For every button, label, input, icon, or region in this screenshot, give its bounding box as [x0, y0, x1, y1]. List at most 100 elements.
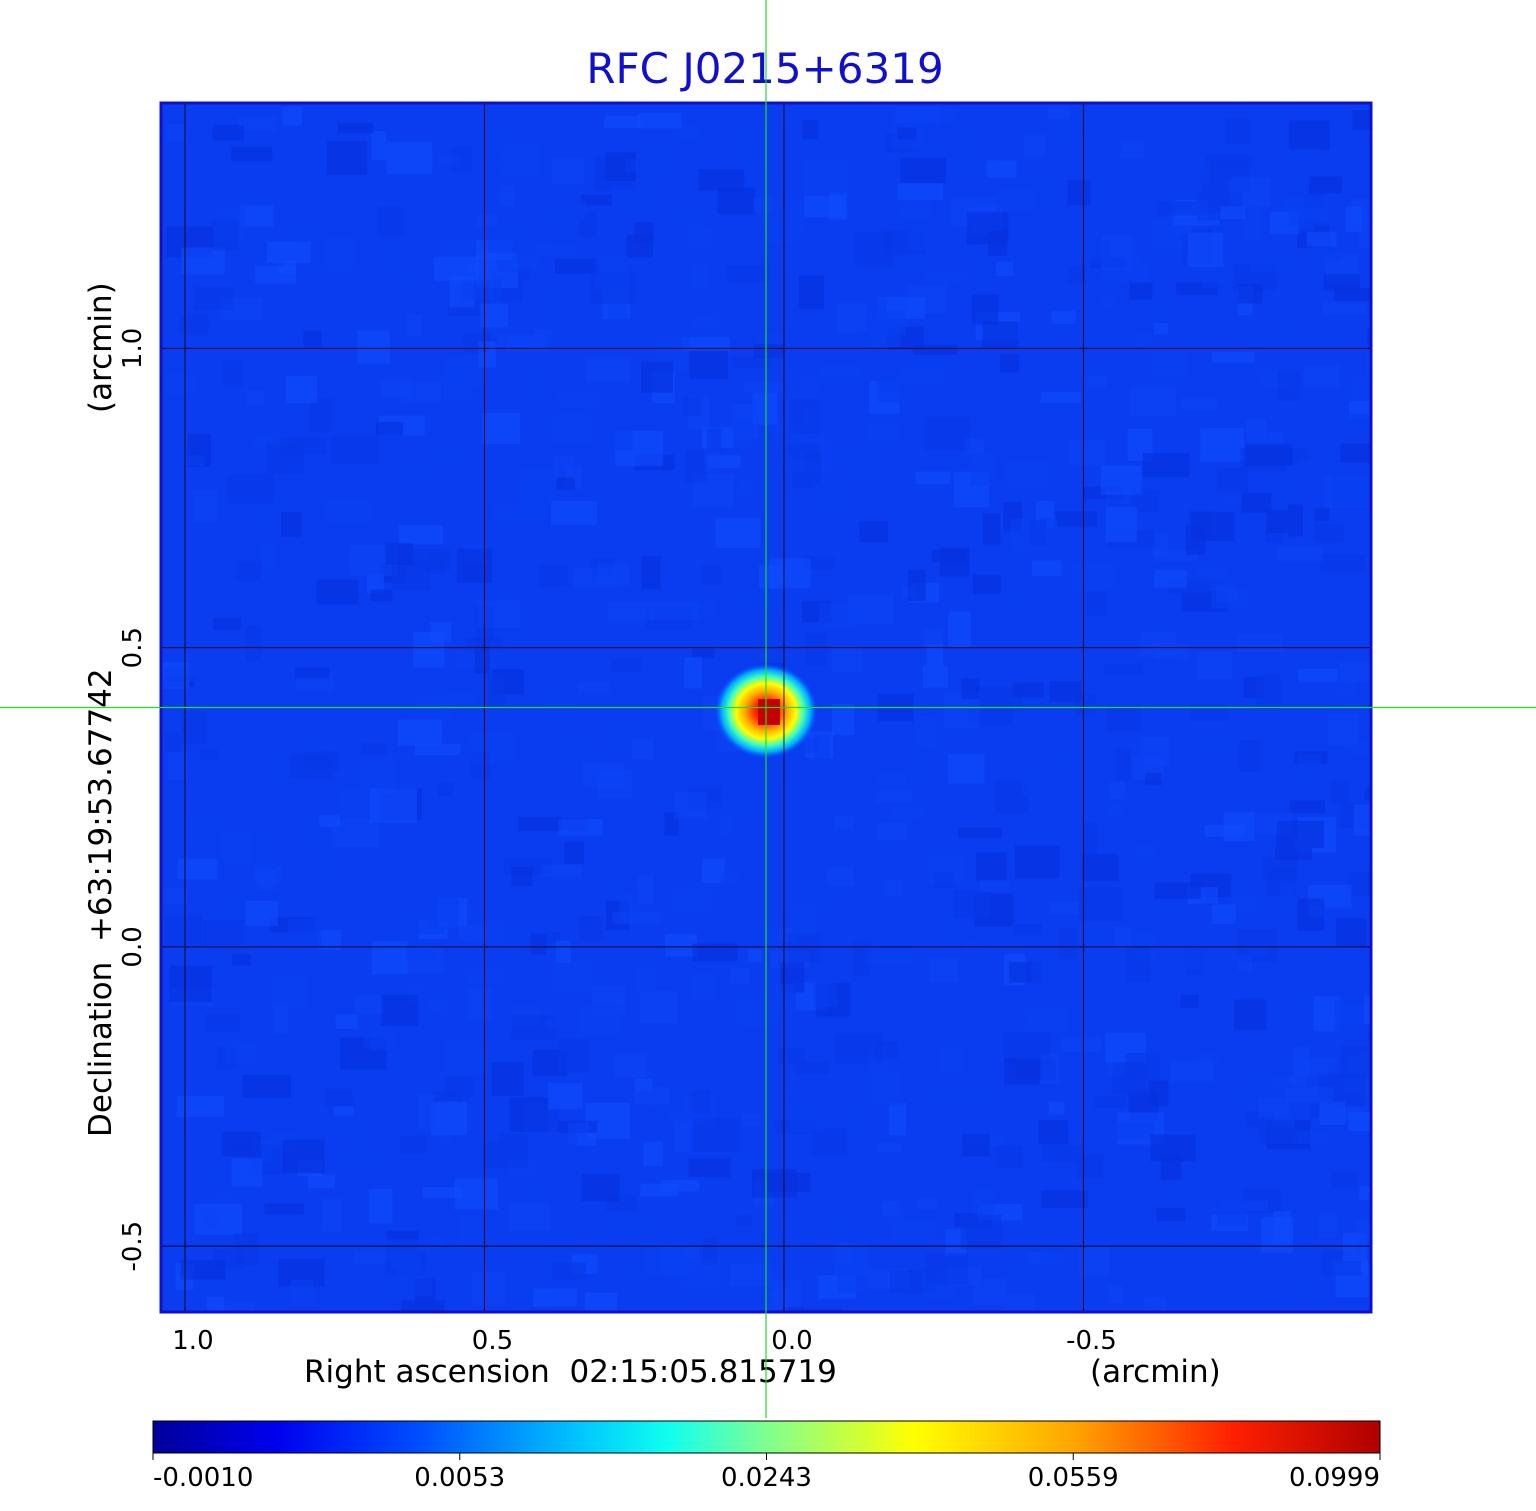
colorbar-tick-label: 0.0053: [414, 1463, 505, 1493]
noise-patch: [1145, 773, 1162, 786]
noise-patch: [958, 827, 1002, 838]
noise-patch: [200, 749, 219, 760]
noise-patch: [551, 959, 594, 991]
noise-patch: [1055, 511, 1097, 527]
noise-patch: [685, 451, 708, 483]
noise-patch: [799, 275, 824, 310]
noise-patch: [236, 561, 262, 581]
noise-patch: [1127, 947, 1151, 982]
noise-patch: [367, 573, 385, 595]
noise-patch: [235, 1233, 259, 1266]
noise-patch: [831, 645, 863, 673]
noise-patch: [1348, 1111, 1371, 1132]
noise-patch: [899, 201, 933, 220]
noise-patch: [1160, 1155, 1182, 1181]
noise-patch: [1274, 320, 1298, 344]
noise-patch: [973, 247, 993, 284]
noise-patch: [925, 1253, 969, 1285]
noise-patch: [1150, 349, 1188, 377]
noise-patch: [644, 1242, 683, 1275]
noise-patch: [996, 261, 1014, 277]
noise-patch: [664, 934, 698, 957]
noise-patch: [556, 940, 571, 963]
noise-patch: [740, 1149, 756, 1174]
noise-patch: [812, 1128, 848, 1157]
noise-patch: [1348, 872, 1371, 896]
noise-patch: [1153, 323, 1168, 335]
noise-patch: [1353, 804, 1371, 836]
noise-patch: [908, 220, 936, 251]
noise-patch: [1250, 249, 1297, 273]
noise-patch: [578, 1004, 623, 1036]
noise-patch: [400, 1135, 426, 1154]
noise-patch: [439, 238, 481, 256]
noise-patch: [371, 941, 408, 975]
noise-patch: [223, 360, 243, 388]
noise-patch: [221, 830, 252, 862]
noise-patch: [1105, 803, 1122, 818]
chart-title: RFC J0215+6319: [586, 44, 943, 93]
noise-patch: [939, 1047, 964, 1074]
noise-patch: [567, 1123, 589, 1144]
noise-patch: [422, 1187, 463, 1199]
noise-patch: [832, 703, 855, 736]
noise-patch: [264, 1203, 304, 1215]
noise-patch: [865, 421, 899, 442]
noise-patch: [415, 743, 461, 756]
noise-patch: [703, 1237, 718, 1265]
noise-patch: [437, 154, 460, 166]
noise-patch: [1181, 396, 1217, 411]
noise-patch: [454, 1178, 498, 1210]
noise-patch: [1094, 1096, 1127, 1108]
noise-patch: [180, 1260, 226, 1280]
noise-patch: [1288, 195, 1330, 227]
noise-patch: [924, 271, 968, 283]
noise-patch: [304, 751, 339, 771]
noise-patch: [288, 919, 322, 948]
noise-patch: [295, 667, 330, 679]
noise-patch: [543, 292, 562, 327]
noise-patch: [326, 237, 355, 270]
noise-patch: [309, 398, 332, 432]
noise-patch: [1005, 460, 1049, 486]
noise-patch: [953, 890, 991, 918]
noise-patch: [797, 377, 821, 391]
noise-patch: [896, 106, 941, 124]
noise-patch: [948, 611, 971, 648]
noise-patch: [1136, 843, 1157, 858]
noise-patch: [1129, 282, 1153, 300]
noise-patch: [976, 852, 1007, 882]
noise-patch: [884, 880, 903, 897]
noise-patch: [979, 880, 1010, 892]
noise-patch: [1061, 1036, 1102, 1052]
noise-patch: [456, 548, 492, 583]
noise-patch: [690, 264, 709, 288]
colorbar: -0.0010 0.0053 0.0243 0.0559 0.0999: [152, 1420, 1381, 1493]
noise-patch: [382, 1239, 420, 1259]
noise-patch: [948, 754, 985, 784]
noise-patch: [641, 361, 673, 393]
noise-patch: [683, 396, 701, 416]
noise-patch: [210, 1240, 230, 1251]
noise-patch: [534, 243, 577, 257]
noise-patch: [1129, 387, 1177, 416]
noise-patch: [966, 212, 1009, 245]
noise-patch: [1275, 848, 1312, 861]
noise-patch: [641, 556, 661, 590]
noise-patch: [1101, 842, 1127, 855]
noise-patch: [462, 279, 502, 300]
noise-patch: [1256, 675, 1281, 709]
noise-patch: [1246, 944, 1268, 957]
noise-patch: [442, 691, 476, 708]
noise-patch: [1163, 1263, 1178, 1277]
noise-patch: [299, 475, 339, 487]
noise-patch: [973, 574, 1001, 595]
noise-patch: [212, 618, 241, 630]
noise-patch: [609, 715, 636, 748]
noise-patch: [179, 455, 205, 466]
noise-patch: [607, 602, 653, 621]
y-axis-label: Declination +63:19:53.67742: [83, 668, 119, 1137]
noise-patch: [164, 667, 193, 682]
noise-patch: [1059, 928, 1077, 959]
noise-patch: [413, 631, 445, 668]
